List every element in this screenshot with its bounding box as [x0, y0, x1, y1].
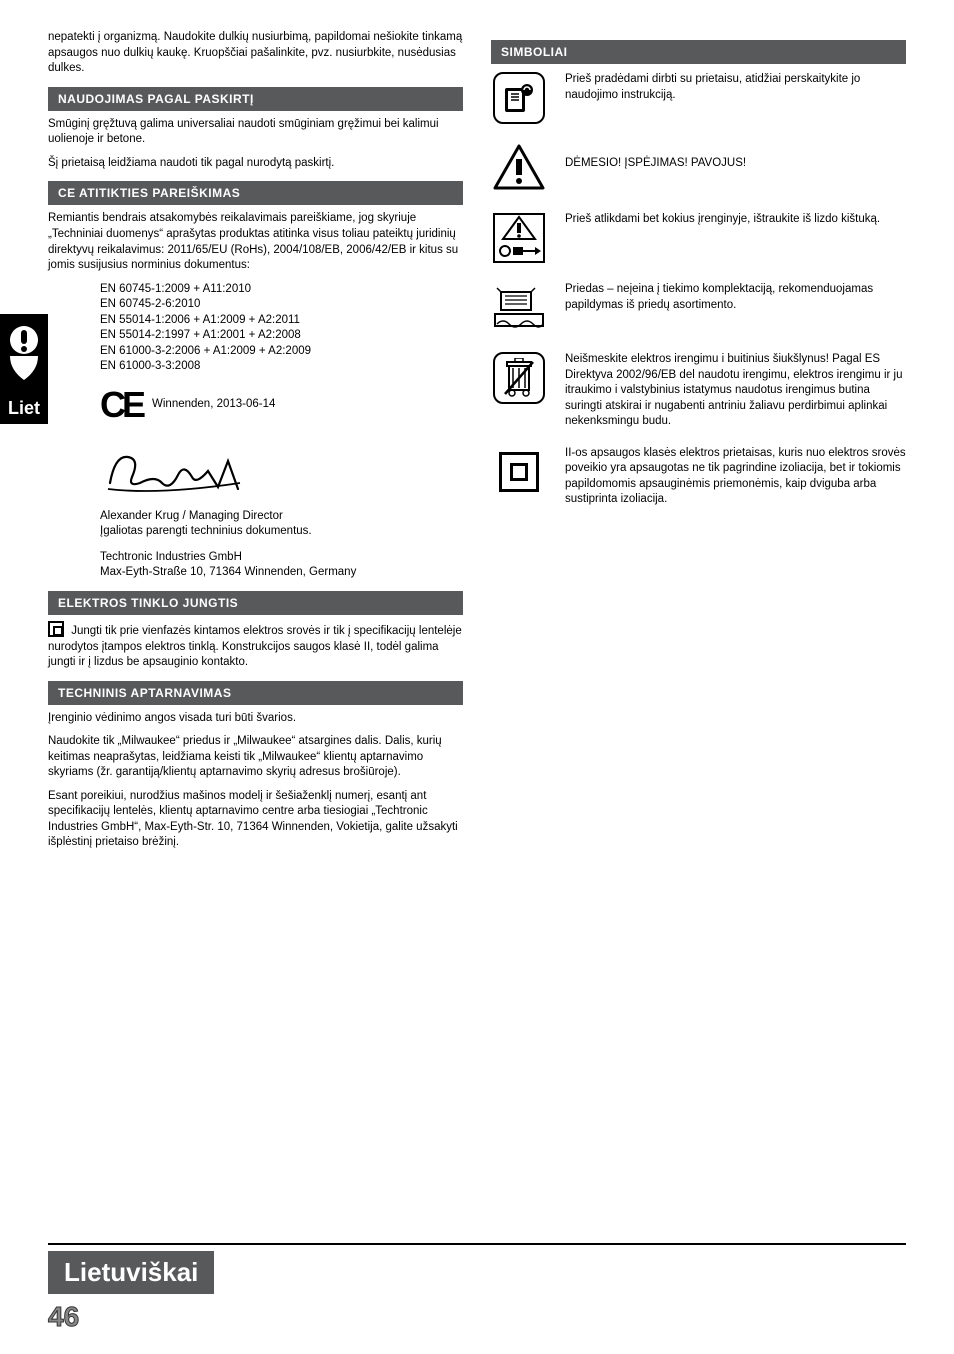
symbol-warning: DĖMESIO! ĮSPĖJIMAS! PAVOJUS! — [491, 140, 906, 196]
symbol-accessory: Priedas – neįeina į tiekimo komplektacij… — [491, 280, 906, 336]
maint-p3: Esant poreikiui, nurodžius mašinos model… — [48, 789, 463, 851]
signature-block: Alexander Krug / Managing Director Įgali… — [48, 435, 463, 581]
double-insulation-icon — [48, 621, 64, 637]
section-header-ce: CE ATITIKTIES PAREIŠKIMAS — [48, 181, 463, 205]
ce-mark-row: CE Winnenden, 2013-06-14 — [48, 381, 463, 430]
read-manual-icon — [491, 70, 547, 126]
mains-p1: Jungti tik prie vienfazės kintamos elekt… — [48, 621, 463, 671]
signer-role: Įgaliotas parengti techninius dokumentus… — [100, 524, 463, 540]
symbol-text: Prieš pradėdami dirbti su prietaisu, ati… — [565, 70, 906, 103]
language-tab-label: Liet — [0, 396, 48, 420]
section-header-maintenance: TECHNINIS APTARNAVIMAS — [48, 681, 463, 705]
maint-p2: Naudokite tik „Milwaukee“ priedus ir „Mi… — [48, 734, 463, 781]
standard-line: EN 55014-1:2006 + A1:2009 + A2:2011 — [100, 313, 463, 329]
ce-declaration: Remiantis bendrais atsakomybės reikalavi… — [48, 211, 463, 273]
symbol-text: Priedas – neįeina į tiekimo komplektacij… — [565, 280, 906, 313]
symbol-text: DĖMESIO! ĮSPĖJIMAS! PAVOJUS! — [565, 140, 906, 172]
standard-line: EN 55014-2:1997 + A1:2001 + A2:2008 — [100, 328, 463, 344]
warning-triangle-icon — [491, 140, 547, 196]
page-number: 46 — [48, 1298, 79, 1336]
usage-p1: Smūginį gręžtuvą galima universaliai nau… — [48, 117, 463, 148]
standard-line: EN 60745-2-6:2010 — [100, 297, 463, 313]
intro-paragraph: nepatekti į organizmą. Naudokite dulkių … — [48, 30, 463, 77]
symbol-class2: II-os apsaugos klasės elektros prietaisa… — [491, 444, 906, 508]
maint-p1: Įrenginio vėdinimo angos visada turi būt… — [48, 711, 463, 727]
symbol-text: II-os apsaugos klasės elektros prietaisa… — [565, 444, 906, 508]
signature-image — [100, 441, 270, 501]
section-header-mains: ELEKTROS TINKLO JUNGTIS — [48, 591, 463, 615]
footer-language: Lietuviškai — [48, 1251, 214, 1294]
symbol-read-manual: Prieš pradėdami dirbti su prietaisu, ati… — [491, 70, 906, 126]
section-header-symbols: SIMBOLIAI — [491, 40, 906, 64]
standard-line: EN 60745-1:2009 + A11:2010 — [100, 282, 463, 298]
section-header-usage: NAUDOJIMAS PAGAL PASKIRTĮ — [48, 87, 463, 111]
footer-bar: Lietuviškai — [48, 1243, 906, 1294]
ce-date: Winnenden, 2013-06-14 — [152, 397, 275, 413]
usage-p2: Šį prietaisą leidžiama naudoti tik pagal… — [48, 156, 463, 172]
warning-icon — [0, 322, 48, 388]
symbol-text: Neišmeskite elektros irengimu i buitiniu… — [565, 350, 906, 430]
company-address: Max-Eyth-Straße 10, 71364 Winnenden, Ger… — [100, 565, 463, 581]
class2-icon — [491, 444, 547, 500]
standard-line: EN 61000-3-2:2006 + A1:2009 + A2:2009 — [100, 344, 463, 360]
right-column: SIMBOLIAI Prieš pradėdami dirbti su prie… — [491, 30, 906, 859]
symbol-weee: Neišmeskite elektros irengimu i buitiniu… — [491, 350, 906, 430]
standard-line: EN 61000-3-3:2008 — [100, 359, 463, 375]
unplug-icon — [491, 210, 547, 266]
weee-icon — [491, 350, 547, 406]
accessory-icon — [491, 280, 547, 336]
language-tab: Liet — [0, 314, 48, 424]
standards-list: EN 60745-1:2009 + A11:2010 EN 60745-2-6:… — [48, 282, 463, 375]
signer-name: Alexander Krug / Managing Director — [100, 509, 463, 525]
left-column: nepatekti į organizmą. Naudokite dulkių … — [48, 30, 463, 859]
ce-mark-icon: CE — [100, 381, 142, 430]
symbol-unplug: Prieš atlikdami bet kokius įrenginyje, i… — [491, 210, 906, 266]
company-name: Techtronic Industries GmbH — [100, 550, 463, 566]
symbol-text: Prieš atlikdami bet kokius įrenginyje, i… — [565, 210, 906, 228]
